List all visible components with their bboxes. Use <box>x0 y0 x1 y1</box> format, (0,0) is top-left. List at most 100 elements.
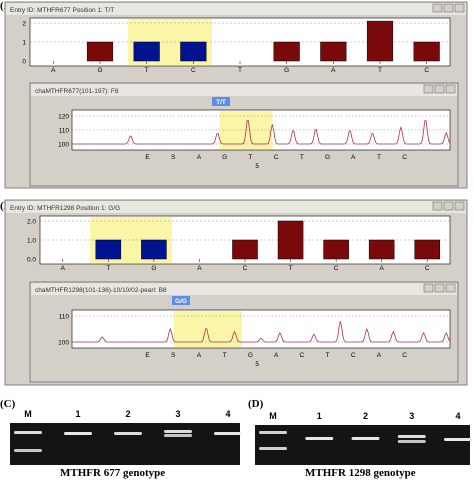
panel-a-tracewin-min-button[interactable] <box>423 84 434 94</box>
panel-a-tracewin-close-button[interactable] <box>445 84 456 94</box>
panel-b-trace-x-label: A <box>197 352 202 359</box>
panel-a-tracewin-max-button[interactable] <box>434 84 445 94</box>
panel-a-bar <box>180 41 207 62</box>
panel-b-tracewin-min-button[interactable] <box>423 283 434 293</box>
panel-a-entry-min-button[interactable] <box>432 3 443 13</box>
panel-b-dispensation-label: T <box>289 265 293 272</box>
panel-a-trace-y-tick: 120 <box>58 114 69 121</box>
gel-c-band <box>14 431 42 434</box>
panel-b-trace-x-number: 5 <box>255 361 259 368</box>
panel-a-trace-line <box>72 120 451 145</box>
panel-a-trace-x-number: 5 <box>255 163 259 170</box>
panel-a-trace-y-tick: 100 <box>58 142 69 149</box>
panel-d-label: (D) <box>248 398 264 410</box>
panel-a-trace-x-label: A <box>197 154 202 161</box>
panel-b-trace-x-label: E <box>145 352 150 359</box>
panel-a-y-tick: 2 <box>22 21 26 28</box>
panel-a-trace-x-label: T <box>248 154 252 161</box>
panel-a-dispensation-label: G <box>284 67 289 74</box>
panel-a-dispensation-label: T <box>378 67 382 74</box>
panel-b-trace-x-label: C <box>299 352 304 359</box>
panel-b-entry-title: Entry ID: MTHFR1298 Position 1: G/G <box>10 205 120 212</box>
panel-a-trace-x-label: T <box>377 154 381 161</box>
panel-a-trace-y-tick: 110 <box>59 128 70 135</box>
panel-b-bar <box>141 239 167 260</box>
gel-c-band <box>64 432 92 435</box>
panel-a-bar <box>86 41 114 62</box>
panel-a-dispensation-label: T <box>238 67 242 74</box>
panel-a-bar <box>320 41 347 62</box>
panel-a-trace-x-label: C <box>402 154 407 161</box>
panel-b-bar <box>368 239 395 260</box>
gel-d-lane-label: 1 <box>317 411 322 421</box>
panel-b-dispensation-label: T <box>106 265 110 272</box>
panel-b-y-tick: 0.0 <box>27 257 36 264</box>
panel-b-entry-min-button[interactable] <box>432 201 443 211</box>
panel-a-y-tick: 0 <box>22 59 26 66</box>
panel-b-entry-close-button[interactable] <box>454 201 465 211</box>
panel-b-trace-x-label: T <box>326 352 330 359</box>
gel-c-band <box>114 432 142 435</box>
panel-b-entry-titlebar <box>6 201 466 213</box>
panel-a-dispensation-label: C <box>191 67 196 74</box>
panel-a-entry-max-button[interactable] <box>443 3 454 13</box>
gel-c-band <box>14 449 42 452</box>
panel-a-entry-titlebar <box>6 3 466 15</box>
panel-b-trace-x-label: T <box>223 352 227 359</box>
panel-a-dispensation-label: A <box>51 67 56 74</box>
panel-a-trace-x-label: E <box>145 154 150 161</box>
panel-b-trace-x-label: A <box>274 352 279 359</box>
gel-d-band <box>397 435 426 438</box>
gel-d-band <box>259 431 287 434</box>
panel-b-tracewin-close-button[interactable] <box>445 283 456 293</box>
panel-b-trace-x-label: C <box>402 352 407 359</box>
panel-a-dispensation-label: A <box>331 67 336 74</box>
gel-d-lane-label: 3 <box>409 411 414 421</box>
panel-b-y-tick: 2.0 <box>27 219 36 226</box>
gel-d-lane-label: 2 <box>363 411 368 421</box>
panel-a-tracewin-titlebar <box>31 84 457 96</box>
gel-d-lane-label: 4 <box>455 411 460 421</box>
panel-b-genotype-call: G/G <box>172 296 190 305</box>
panel-c-label: (C) <box>0 398 16 410</box>
panel-a-trace-x-label: S <box>171 154 176 161</box>
panel-b-trace-x-label: C <box>351 352 356 359</box>
panel-a-bar <box>133 41 160 62</box>
panel-b-trace-y-tick: 100 <box>58 340 69 347</box>
panel-b-trace: 110 100 E S A T G A C T C A C 5 <box>58 309 451 368</box>
panel-b-trace-x-label: S <box>171 352 176 359</box>
gel-c-lane-label: 2 <box>125 409 130 419</box>
gel-c-lane-label: 3 <box>175 409 180 419</box>
panel-a-entry-close-button[interactable] <box>454 3 465 13</box>
panel-b-genotype-call-text: G/G <box>175 298 187 305</box>
panel-a-entry-title: Entry ID: MTHFR677 Position 1: T/T <box>10 7 114 14</box>
panel-a-dispensation-label: C <box>424 67 429 74</box>
panel-b-dispensation-label: G <box>151 265 156 272</box>
panel-b-dispensation-label: A <box>379 265 384 272</box>
panel-a-tracewin-title: chaMTHFR677(101-197): F8 <box>35 88 119 95</box>
gel-d-band <box>444 438 472 441</box>
panel-b-dispensation-label: C <box>334 265 339 272</box>
panel-b-dispensation-label: A <box>61 265 66 272</box>
panel-b-bar <box>232 239 258 260</box>
panel-b-dispensation-label: C <box>243 265 248 272</box>
panel-a-bar <box>273 41 300 62</box>
gel-d-band <box>259 447 287 450</box>
panel-a-bar <box>413 41 440 62</box>
panel-b-bar <box>414 239 441 260</box>
panel-a-trace-x-label: A <box>351 154 356 161</box>
gel-d-caption: MTHFR 1298 genotype <box>305 467 416 479</box>
gel-c-gel: M 1 2 3 4 <box>10 409 242 465</box>
panel-b-tracewin-max-button[interactable] <box>434 283 445 293</box>
panel-b-entry-max-button[interactable] <box>443 201 454 211</box>
panel-a-genotype-call: T/T <box>212 97 230 106</box>
panel-b-trace-y-tick: 110 <box>59 314 70 321</box>
panel-a-trace-x-label: T <box>300 154 304 161</box>
panel-b-tracewin-titlebar <box>31 283 457 295</box>
gel-c-lane-label: M <box>24 409 32 419</box>
panel-a-bar <box>366 20 394 62</box>
panel-a-trace-x-label: G <box>222 154 227 161</box>
panel-a-trace-x-label: C <box>274 154 279 161</box>
gel-c-caption: MTHFR 677 genotype <box>60 467 166 479</box>
